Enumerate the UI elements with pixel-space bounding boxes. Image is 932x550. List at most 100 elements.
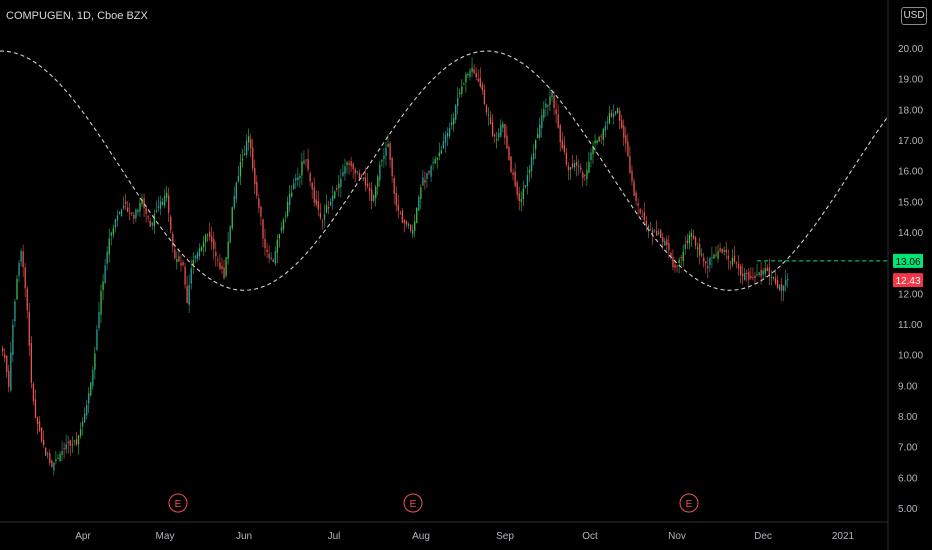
- candle-body: [63, 447, 65, 449]
- candle-body: [217, 259, 219, 261]
- candle-body: [414, 221, 416, 231]
- candle-body: [309, 173, 311, 182]
- candle-body: [153, 214, 155, 227]
- candle-body: [307, 158, 309, 170]
- candle-body: [690, 232, 693, 237]
- candle-body: [731, 257, 734, 265]
- candle-body: [313, 187, 315, 203]
- candle-body: [319, 213, 322, 218]
- x-tick-label: Oct: [582, 531, 598, 542]
- y-tick-label: 19.00: [898, 75, 923, 86]
- candle-body: [535, 140, 537, 150]
- x-tick-label: Nov: [668, 531, 686, 542]
- earnings-marker-icon[interactable]: [168, 493, 188, 513]
- y-tick-label: 17.00: [898, 136, 923, 147]
- candle-body: [696, 247, 699, 250]
- candle-body: [582, 172, 584, 179]
- candle-body: [149, 221, 151, 227]
- candle-body: [473, 69, 475, 74]
- candle-body: [159, 201, 162, 209]
- candle-body: [500, 124, 502, 137]
- candle-body: [573, 163, 576, 168]
- candle-body: [92, 369, 94, 386]
- candle-body: [567, 166, 570, 171]
- candle-body: [744, 272, 746, 281]
- candle-body: [4, 354, 6, 358]
- y-tick-label: 8.00: [898, 412, 918, 423]
- candle-body: [457, 97, 459, 107]
- candle-body: [496, 139, 498, 141]
- candle-body: [508, 146, 510, 161]
- candle-body: [547, 105, 549, 107]
- candle-body: [147, 216, 149, 218]
- candle-body: [625, 135, 627, 144]
- candle-body: [317, 201, 319, 210]
- candle-body: [297, 177, 299, 181]
- candle-body: [776, 280, 779, 288]
- candle-body: [785, 280, 787, 286]
- candle-body: [707, 266, 709, 269]
- candle-body: [71, 444, 73, 446]
- candle-body: [713, 254, 715, 259]
- candle-body: [344, 166, 346, 174]
- candle-body: [590, 152, 592, 160]
- candle-body: [737, 263, 740, 269]
- candle-body: [321, 220, 324, 222]
- earnings-marker-icon[interactable]: [679, 493, 699, 513]
- candle-body: [112, 228, 114, 235]
- x-tick-label: Dec: [754, 531, 772, 542]
- candle-body: [530, 157, 533, 172]
- candle-body: [311, 182, 313, 190]
- candle-body: [6, 355, 8, 373]
- candle-body: [301, 161, 303, 176]
- candle-body: [276, 239, 278, 253]
- candle-body: [270, 257, 272, 259]
- candle-body: [694, 237, 697, 246]
- candle-body: [383, 155, 385, 160]
- candle-body: [586, 170, 588, 180]
- candle-body: [133, 214, 135, 219]
- candle-body: [176, 259, 178, 263]
- candle-body: [614, 111, 617, 114]
- candle-body: [373, 195, 375, 201]
- candle-body: [352, 163, 354, 170]
- currency-button[interactable]: USD: [901, 7, 927, 25]
- candle-body: [198, 248, 201, 257]
- candle-body: [553, 95, 555, 108]
- candle-body: [592, 146, 594, 155]
- candle-body: [760, 269, 762, 277]
- candle-body: [330, 201, 332, 206]
- candle-body: [241, 158, 244, 161]
- candle-body: [268, 253, 270, 259]
- y-tick-label: 10.00: [898, 351, 923, 362]
- candle-body: [510, 156, 512, 173]
- candle-body: [358, 173, 360, 179]
- candle-body: [88, 393, 90, 404]
- candle-body: [604, 125, 606, 131]
- candle-body: [608, 113, 611, 124]
- candle-body: [385, 147, 387, 157]
- candle-body: [332, 195, 334, 201]
- candle-body: [598, 137, 600, 142]
- candle-body: [315, 199, 317, 205]
- candle-body: [543, 109, 545, 118]
- candle-body: [463, 83, 465, 85]
- candle-body: [781, 284, 783, 291]
- candle-body: [379, 164, 381, 181]
- y-tick-label: 18.00: [898, 105, 923, 116]
- earnings-marker-icon[interactable]: [403, 493, 423, 513]
- candle-body: [375, 187, 377, 199]
- candle-body: [67, 441, 69, 443]
- candle-body: [666, 239, 668, 246]
- candle-body: [186, 286, 188, 304]
- candle-body: [225, 257, 227, 276]
- candle-body: [465, 74, 467, 83]
- candle-body: [219, 262, 221, 269]
- candle-body: [389, 143, 391, 160]
- candle-body: [125, 201, 127, 204]
- candle-body: [215, 251, 217, 257]
- candle-body: [278, 234, 281, 239]
- candle-body: [742, 273, 744, 277]
- candle-body: [768, 267, 770, 276]
